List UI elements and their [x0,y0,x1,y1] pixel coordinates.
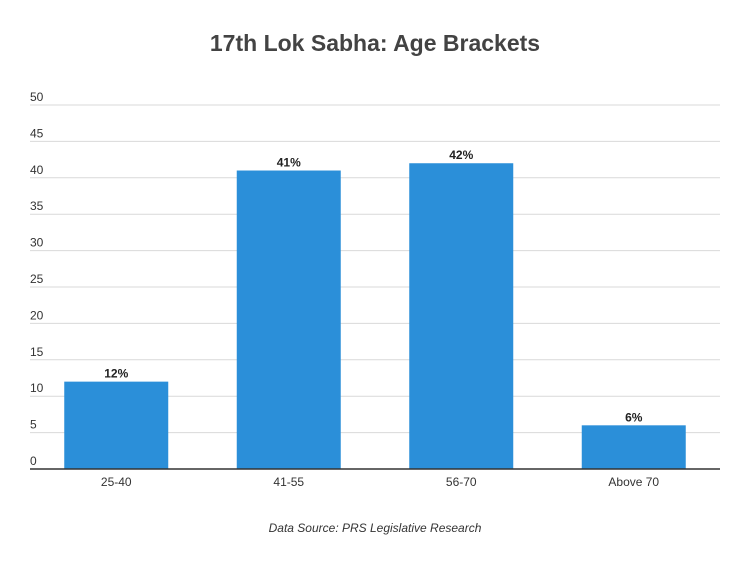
bar-56-70 [409,163,514,470]
chart-title: 17th Lok Sabha: Age Brackets [209,30,541,56]
y-tick-label: 50 [30,90,44,104]
bars [64,163,686,470]
data-label: 41% [277,156,301,170]
y-tick-label: 30 [30,236,44,250]
bar-above-70 [581,425,686,469]
y-axis-ticks: 0 5 10 15 20 25 30 35 40 45 50 [30,90,44,468]
data-labels: 12% 41% 42% 6% [104,148,643,424]
x-tick-label: Above 70 [608,475,659,489]
x-axis-ticks: 25-40 41-55 56-70 Above 70 [101,475,660,489]
y-tick-label: 45 [30,126,44,140]
data-source-note: Data Source: PRS Legislative Research [268,521,482,535]
y-tick-label: 35 [30,199,44,213]
y-tick-label: 25 [30,272,44,286]
gridlines [30,104,720,434]
y-tick-label: 0 [30,454,37,468]
bar-41-55 [236,170,341,469]
y-tick-label: 5 [30,418,37,432]
x-tick-label: 56-70 [446,475,477,489]
y-tick-label: 15 [30,345,44,359]
x-tick-label: 25-40 [101,475,132,489]
y-tick-label: 20 [30,308,44,322]
y-tick-label: 40 [30,163,44,177]
data-label: 12% [104,367,128,381]
y-tick-label: 10 [30,381,44,395]
data-label: 42% [449,148,473,162]
data-label: 6% [625,410,643,424]
bar-25-40 [64,381,169,469]
x-tick-label: 41-55 [273,475,304,489]
